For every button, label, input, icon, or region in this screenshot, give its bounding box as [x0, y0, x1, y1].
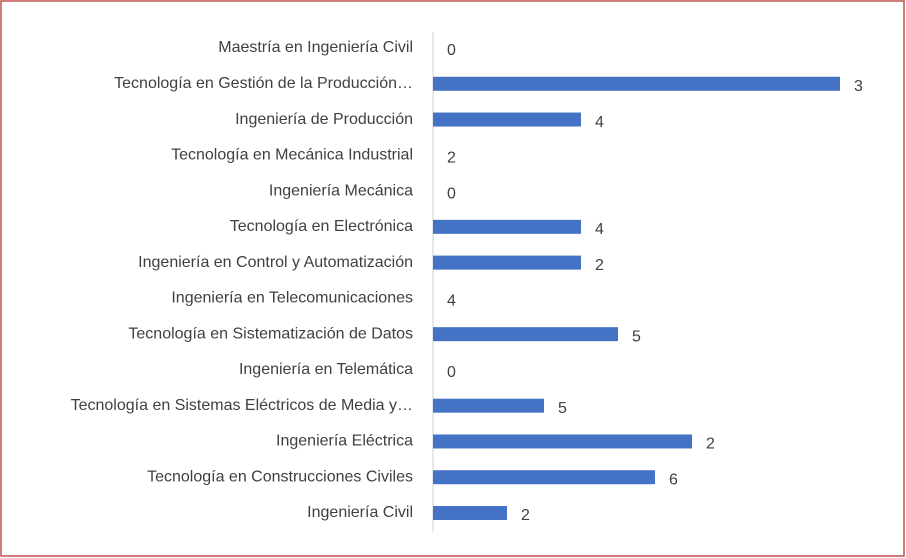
data-label: 0	[447, 42, 456, 59]
data-label: 3	[854, 78, 863, 95]
bar	[433, 112, 581, 127]
category-label: Tecnología en Sistemas Eléctricos de Med…	[71, 397, 413, 414]
data-label: 0	[447, 185, 456, 202]
category-label: Tecnología en Sistematización de Datos	[128, 325, 413, 342]
category-label: Ingeniería en Telemática	[239, 361, 413, 378]
data-label: 6	[669, 471, 678, 488]
data-label: 2	[447, 150, 456, 167]
bar	[433, 506, 507, 520]
data-label: 4	[595, 114, 604, 131]
bar	[433, 255, 581, 270]
bar	[433, 327, 618, 342]
category-label: Ingeniería Eléctrica	[276, 433, 413, 450]
bar	[433, 398, 544, 413]
data-label: 2	[706, 436, 715, 453]
bar	[433, 219, 581, 234]
bar	[433, 434, 692, 449]
data-label: 4	[447, 293, 456, 310]
category-label: Tecnología en Gestión de la Producción…	[114, 75, 413, 92]
category-label: Tecnología en Electrónica	[230, 218, 413, 235]
category-label: Ingeniería Mecánica	[269, 182, 413, 199]
data-label: 5	[632, 328, 641, 345]
data-label: 2	[595, 257, 604, 274]
category-label: Tecnología en Construcciones Civiles	[147, 468, 413, 485]
data-label: 0	[447, 364, 456, 381]
category-label: Ingeniería en Telecomunicaciones	[171, 290, 413, 307]
category-label: Ingeniería de Producción	[235, 111, 413, 128]
category-label: Ingeniería Civil	[307, 504, 413, 521]
category-label: Ingeniería en Control y Automatización	[138, 254, 413, 271]
bar	[433, 470, 655, 485]
category-label: Maestría en Ingeniería Civil	[218, 39, 413, 56]
data-label: 5	[558, 400, 567, 417]
bar	[433, 76, 840, 91]
category-label: Tecnología en Mecánica Industrial	[171, 147, 413, 164]
data-label: 2	[521, 507, 530, 524]
data-label: 4	[595, 221, 604, 238]
